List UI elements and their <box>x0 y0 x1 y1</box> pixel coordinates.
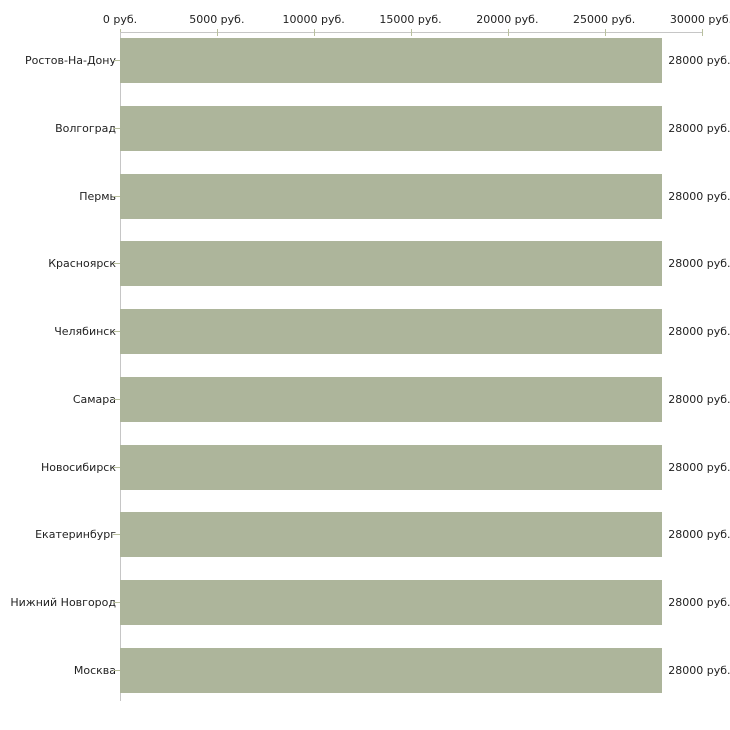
x-axis-tick-label: 5000 руб. <box>189 13 245 26</box>
x-axis-line <box>120 29 703 36</box>
x-axis-tick-mark <box>217 29 218 36</box>
category-tick-mark <box>113 127 120 129</box>
category-tick-mark <box>113 195 120 197</box>
category-tick-mark <box>113 534 120 536</box>
chart-row: Красноярск 28000 руб. <box>0 241 730 287</box>
category-label: Челябинск <box>54 325 116 339</box>
bar <box>120 173 663 219</box>
bar <box>120 105 663 151</box>
bar <box>120 376 663 422</box>
chart-row: Екатеринбург 28000 руб. <box>0 512 730 558</box>
x-axis-tick-labels: 0 руб. 5000 руб. 10000 руб. 15000 руб. 2… <box>103 0 730 32</box>
category-tick-mark <box>113 669 120 671</box>
bar <box>120 38 663 83</box>
category-label: Екатеринбург <box>35 528 116 542</box>
bar-area: 28000 руб. <box>120 173 730 219</box>
category-label: Нижний Новгород <box>10 596 116 610</box>
bar-area: 28000 руб. <box>120 38 730 83</box>
category-tick-mark <box>113 602 120 604</box>
x-axis-tick-label: 25000 руб. <box>573 13 636 26</box>
bar-area: 28000 руб. <box>120 241 730 287</box>
category-label: Пермь <box>79 189 116 203</box>
chart-row: Челябинск 28000 руб. <box>0 309 730 355</box>
category-tick-mark <box>113 331 120 333</box>
value-label: 28000 руб. <box>668 257 730 271</box>
bar <box>120 309 663 355</box>
value-label: 28000 руб. <box>668 121 730 135</box>
bar <box>120 512 663 558</box>
bar <box>120 444 663 490</box>
bar-area: 28000 руб. <box>120 309 730 355</box>
y-axis-line <box>120 32 121 701</box>
category-label: Ростов-На-Дону <box>24 54 116 67</box>
value-label: 28000 руб. <box>668 392 730 406</box>
chart-row: Новосибирск 28000 руб. <box>0 444 730 490</box>
chart-row: Ростов-На-Дону 28000 руб. <box>0 38 730 83</box>
value-label: 28000 руб. <box>668 54 730 67</box>
category-label: Москва <box>73 663 116 677</box>
chart-row: Москва 28000 руб. <box>0 647 730 693</box>
bar-area: 28000 руб. <box>120 105 730 151</box>
category-label: Новосибирск <box>40 460 116 474</box>
bar-area: 28000 руб. <box>120 580 730 626</box>
x-axis-tick-label: 0 руб. <box>102 13 138 26</box>
value-label: 28000 руб. <box>668 663 730 677</box>
category-tick-mark <box>113 60 120 61</box>
x-axis-tick-mark <box>508 29 509 36</box>
value-label: 28000 руб. <box>668 460 730 474</box>
x-axis-tick-mark <box>411 29 412 36</box>
category-tick-mark <box>113 466 120 468</box>
chart-row: Пермь 28000 руб. <box>0 173 730 219</box>
category-tick-mark <box>113 398 120 400</box>
x-axis-tick-mark <box>702 29 703 36</box>
x-axis-tick-mark <box>605 29 606 36</box>
bar <box>120 647 663 693</box>
x-axis-tick-label: 30000 руб. <box>669 13 730 26</box>
category-label: Красноярск <box>48 257 116 271</box>
bar-area: 28000 руб. <box>120 512 730 558</box>
chart-row: Самара 28000 руб. <box>0 376 730 422</box>
chart-rows: Ростов-На-Дону 28000 руб. Волгоград 2800… <box>0 38 730 693</box>
value-label: 28000 руб. <box>668 325 730 339</box>
category-label: Волгоград <box>55 121 116 135</box>
bar-area: 28000 руб. <box>120 444 730 490</box>
value-label: 28000 руб. <box>668 189 730 203</box>
x-axis-tick-label: 15000 руб. <box>379 13 442 26</box>
value-label: 28000 руб. <box>668 528 730 542</box>
x-axis-tick-mark <box>314 29 315 36</box>
category-label: Самара <box>72 392 116 406</box>
category-tick-mark <box>113 263 120 265</box>
x-axis-tick-label: 10000 руб. <box>282 13 345 26</box>
chart-row: Волгоград 28000 руб. <box>0 105 730 151</box>
x-axis-tick-label: 20000 руб. <box>476 13 539 26</box>
bar-area: 28000 руб. <box>120 647 730 693</box>
value-label: 28000 руб. <box>668 596 730 610</box>
bar <box>120 580 663 626</box>
bar <box>120 241 663 287</box>
chart-row: Нижний Новгород 28000 руб. <box>0 580 730 626</box>
bar-area: 28000 руб. <box>120 376 730 422</box>
